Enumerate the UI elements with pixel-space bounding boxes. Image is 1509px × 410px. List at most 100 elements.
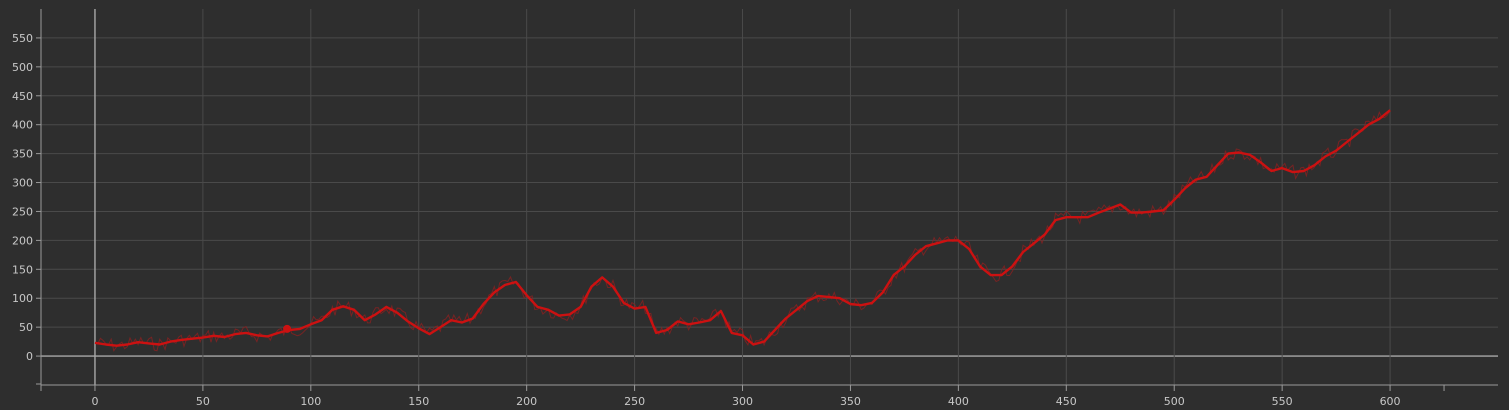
data-point: [612, 286, 614, 288]
data-point: [299, 328, 301, 330]
data-point: [742, 334, 744, 336]
grid-lines: [41, 9, 1498, 385]
data-point: [1119, 204, 1121, 206]
data-point: [979, 266, 981, 268]
data-point: [181, 339, 183, 341]
data-point: [321, 319, 323, 321]
data-point: [1098, 212, 1100, 214]
data-point: [1152, 211, 1154, 213]
x-tick-label: 350: [840, 395, 861, 408]
data-point: [353, 309, 355, 311]
series-line: [94, 109, 1391, 347]
x-tick-label: 50: [196, 395, 210, 408]
data-point: [159, 344, 161, 346]
y-tick-label: 100: [12, 292, 33, 305]
data-point: [828, 296, 830, 298]
data-point: [396, 312, 398, 314]
data-point: [461, 322, 463, 324]
data-point: [990, 274, 992, 276]
data-point: [796, 309, 798, 311]
data-point: [537, 306, 539, 308]
data-point: [440, 326, 442, 328]
data-point: [1357, 133, 1359, 135]
data-point: [105, 344, 107, 346]
data-point: [1195, 179, 1197, 181]
data-point: [817, 295, 819, 297]
data-point: [709, 319, 711, 321]
data-point: [526, 295, 528, 297]
data-point: [871, 302, 873, 304]
data-point: [623, 302, 625, 304]
data-point: [774, 329, 776, 331]
data-point: [591, 286, 593, 288]
data-point: [472, 318, 474, 320]
data-point: [234, 333, 236, 335]
data-point: [1227, 153, 1229, 155]
data-point: [407, 321, 409, 323]
data-point: [332, 309, 334, 311]
data-point: [558, 315, 560, 317]
data-point: [1044, 234, 1046, 236]
data-point: [860, 304, 862, 306]
data-point: [1368, 124, 1370, 126]
data-point: [127, 344, 129, 346]
data-point: [1281, 167, 1283, 169]
x-tick-label: 100: [300, 395, 321, 408]
data-point: [386, 306, 388, 308]
data-point: [213, 335, 215, 337]
data-point: [1303, 170, 1305, 172]
data-point: [1012, 266, 1014, 268]
data-point: [1022, 251, 1024, 253]
data-point: [655, 332, 657, 334]
data-point: [483, 303, 485, 305]
data-point: [1141, 212, 1143, 214]
y-tick-label: 550: [12, 32, 33, 45]
data-point: [1292, 171, 1294, 173]
data-point: [1206, 176, 1208, 178]
data-point: [1325, 156, 1327, 158]
data-point: [699, 322, 701, 324]
data-point: [914, 254, 916, 256]
x-tick-label: 200: [516, 395, 537, 408]
data-point: [256, 334, 258, 336]
data-point: [1249, 154, 1251, 156]
data-point: [191, 338, 193, 340]
data-point: [450, 319, 452, 321]
y-tick-label: 450: [12, 90, 33, 103]
tick-labels: 0 50 100 150 200 250 300 350 400 450 500 550 0 50 100 1…: [12, 32, 1401, 408]
y-tick-label: 350: [12, 148, 33, 161]
data-point: [958, 240, 960, 242]
data-point: [1055, 219, 1057, 221]
y-tick-label: 500: [12, 61, 33, 74]
data-point: [148, 343, 150, 345]
y-tick-label: 300: [12, 177, 33, 190]
y-tick-label: 400: [12, 119, 33, 132]
x-tick-label: 400: [948, 395, 969, 408]
data-point: [342, 306, 344, 308]
data-point: [634, 308, 636, 310]
data-point: [1378, 118, 1380, 120]
data-point: [720, 310, 722, 312]
data-point: [1065, 216, 1067, 218]
data-point: [666, 329, 668, 331]
highlight-point: [283, 324, 292, 333]
data-point: [688, 323, 690, 325]
data-point: [1271, 170, 1273, 172]
data-point: [1033, 242, 1035, 244]
data-point: [1130, 212, 1132, 214]
y-tick-label: 250: [12, 205, 33, 218]
data-point: [806, 300, 808, 302]
data-point: [1001, 274, 1003, 276]
data-point: [882, 292, 884, 294]
data-point: [310, 323, 312, 325]
axes: [36, 9, 1498, 391]
data-point: [493, 292, 495, 294]
data-point: [1314, 164, 1316, 166]
x-tick-label: 550: [1272, 395, 1293, 408]
y-tick-label: 50: [19, 321, 33, 334]
data-point: [364, 319, 366, 321]
data-point: [731, 332, 733, 334]
data-point: [850, 303, 852, 305]
data-point: [601, 277, 603, 279]
